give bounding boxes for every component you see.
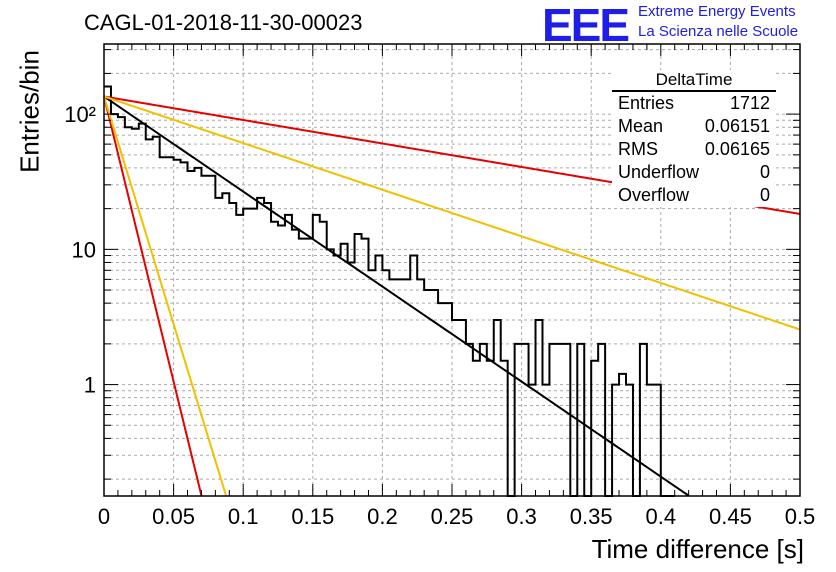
- stats-value: 1712: [729, 93, 770, 113]
- x-tick-label: 0.5: [785, 504, 816, 529]
- fit-red-steep-curve: [103, 96, 203, 496]
- chart-title: CAGL-01-2018-11-30-00023: [84, 10, 363, 35]
- y-tick-label: 1: [84, 373, 96, 398]
- stats-value: 0.06165: [704, 139, 770, 159]
- y-tick-label: 10²: [64, 102, 96, 127]
- stats-value: 0: [759, 185, 770, 205]
- histogram: [104, 85, 675, 497]
- fit-yellow-steep-curve: [103, 96, 228, 497]
- stats-value: 0: [759, 162, 770, 182]
- x-tick-label: 0.35: [570, 504, 613, 529]
- fit-yellow-shallow-curve: [103, 95, 801, 331]
- stats-label: Underflow: [618, 162, 700, 182]
- stats-label: Overflow: [618, 185, 690, 205]
- stats-row-mean: Mean 0.06151: [612, 115, 776, 138]
- stats-title: DeltaTime: [612, 70, 776, 92]
- y-tick-label: 10: [72, 237, 96, 262]
- stats-row-rms: RMS 0.06165: [612, 138, 776, 161]
- logo-line-2: La Scienza nelle Scuole: [638, 23, 799, 40]
- stats-value: 0.06151: [704, 116, 770, 136]
- eee-logo: EEE: [542, 0, 630, 51]
- stats-row-overflow: Overflow 0: [612, 184, 776, 207]
- stats-row-underflow: Underflow 0: [612, 161, 776, 184]
- x-tick-label: 0.4: [646, 504, 677, 529]
- x-tick-label: 0.1: [228, 504, 259, 529]
- y-axis-label: Entries/bin: [14, 50, 45, 173]
- x-tick-label: 0.2: [367, 504, 398, 529]
- stats-label: Entries: [618, 93, 675, 113]
- x-tick-label: 0.25: [431, 504, 474, 529]
- logo-line-1: Extreme Energy Events: [638, 3, 796, 20]
- fit-black-curve: [103, 95, 690, 497]
- stats-label: RMS: [618, 139, 658, 159]
- x-tick-label: 0.15: [291, 504, 334, 529]
- x-tick-label: 0.05: [152, 504, 195, 529]
- x-tick-label: 0.45: [709, 504, 752, 529]
- x-tick-label: 0.3: [506, 504, 537, 529]
- x-tick-label: 0: [98, 504, 110, 529]
- stats-box: DeltaTime Entries 1712 Mean 0.06151 RMS 0.0…: [612, 70, 776, 207]
- x-axis-label: Time difference [s]: [591, 534, 804, 564]
- stats-row-entries: Entries 1712: [612, 92, 776, 115]
- stats-label: Mean: [618, 116, 664, 136]
